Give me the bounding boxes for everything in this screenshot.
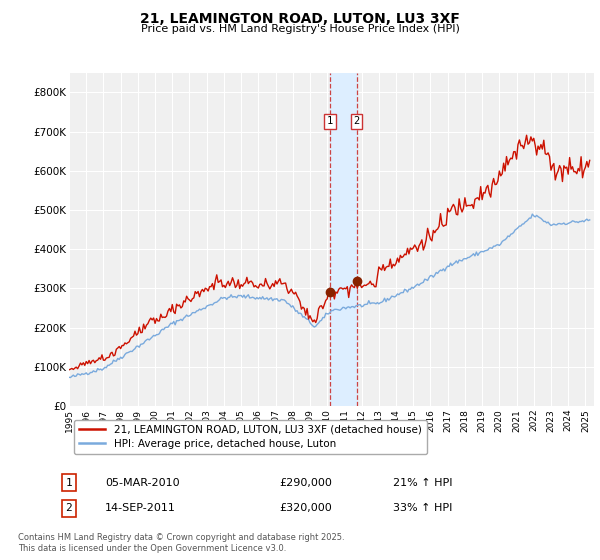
Text: £320,000: £320,000 — [279, 503, 332, 514]
Bar — [330, 73, 356, 406]
Text: 2: 2 — [353, 116, 360, 126]
Text: 1: 1 — [65, 478, 73, 488]
Text: 21% ↑ HPI: 21% ↑ HPI — [393, 478, 452, 488]
Text: Price paid vs. HM Land Registry's House Price Index (HPI): Price paid vs. HM Land Registry's House … — [140, 24, 460, 34]
Text: 1: 1 — [327, 116, 333, 126]
Text: 2: 2 — [65, 503, 73, 514]
Legend: 21, LEAMINGTON ROAD, LUTON, LU3 3XF (detached house), HPI: Average price, detach: 21, LEAMINGTON ROAD, LUTON, LU3 3XF (det… — [74, 419, 427, 454]
Text: 21, LEAMINGTON ROAD, LUTON, LU3 3XF: 21, LEAMINGTON ROAD, LUTON, LU3 3XF — [140, 12, 460, 26]
Text: £290,000: £290,000 — [279, 478, 332, 488]
Text: 05-MAR-2010: 05-MAR-2010 — [105, 478, 179, 488]
Text: 14-SEP-2011: 14-SEP-2011 — [105, 503, 176, 514]
Text: Contains HM Land Registry data © Crown copyright and database right 2025.
This d: Contains HM Land Registry data © Crown c… — [18, 533, 344, 553]
Text: 33% ↑ HPI: 33% ↑ HPI — [393, 503, 452, 514]
